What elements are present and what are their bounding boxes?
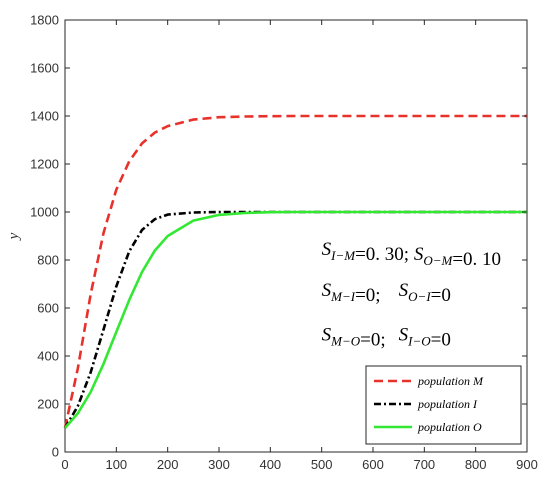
y-tick-label: 1400 bbox=[30, 109, 59, 124]
y-axis-label: y bbox=[6, 232, 22, 241]
y-tick-label: 1800 bbox=[30, 13, 59, 28]
series-layer bbox=[63, 114, 527, 429]
y-tick-label: 1200 bbox=[30, 157, 59, 172]
series-line-population-o bbox=[64, 210, 527, 429]
legend: population M population I population O bbox=[365, 365, 522, 445]
x-tick-label: 500 bbox=[311, 457, 333, 472]
parameter-annotation: SM−I=0; bbox=[322, 280, 381, 306]
x-tick-label: 800 bbox=[465, 457, 487, 472]
parameter-annotation: SI−O=0 bbox=[399, 324, 451, 350]
x-tick-label: 300 bbox=[208, 457, 230, 472]
y-tick-label: 1000 bbox=[30, 205, 59, 220]
legend-label: population M bbox=[417, 374, 484, 388]
x-tick-label: 900 bbox=[516, 457, 538, 472]
y-tick-label: 400 bbox=[37, 349, 59, 364]
series-line-population-i bbox=[63, 210, 527, 429]
x-tick-label: 200 bbox=[157, 457, 179, 472]
y-tick-label: 200 bbox=[37, 397, 59, 412]
parameter-annotation: SO−I=0 bbox=[399, 280, 451, 306]
legend-label: population O bbox=[417, 420, 482, 434]
y-tick-label: 800 bbox=[37, 253, 59, 268]
x-tick-label: 600 bbox=[362, 457, 384, 472]
parameter-annotation: SM−O=0; bbox=[322, 324, 386, 350]
parameter-annotation: SI−M=0. 30; SO−M=0. 10 bbox=[322, 239, 501, 270]
x-tick-label: 100 bbox=[105, 457, 127, 472]
x-tick-label: 0 bbox=[61, 457, 68, 472]
x-tick-label: 400 bbox=[259, 457, 281, 472]
y-tick-label: 0 bbox=[52, 445, 59, 460]
y-tick-label: 600 bbox=[37, 301, 59, 316]
series-line-population-m bbox=[63, 114, 527, 429]
x-tick-label: 700 bbox=[413, 457, 435, 472]
legend-label: population I bbox=[417, 397, 478, 411]
y-tick-label: 1600 bbox=[30, 61, 59, 76]
axes: 0 100 200 300 400 500 600 700 800 900 0 200 400 600 80… bbox=[6, 13, 538, 473]
annotation-layer: SI−M=0. 30; SO−M=0. 10 SM−I=0; SO−I=0 SM−O=… bbox=[322, 239, 501, 350]
